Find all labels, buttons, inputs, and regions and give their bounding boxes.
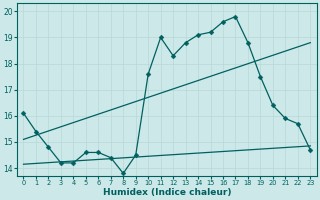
X-axis label: Humidex (Indice chaleur): Humidex (Indice chaleur): [103, 188, 231, 197]
